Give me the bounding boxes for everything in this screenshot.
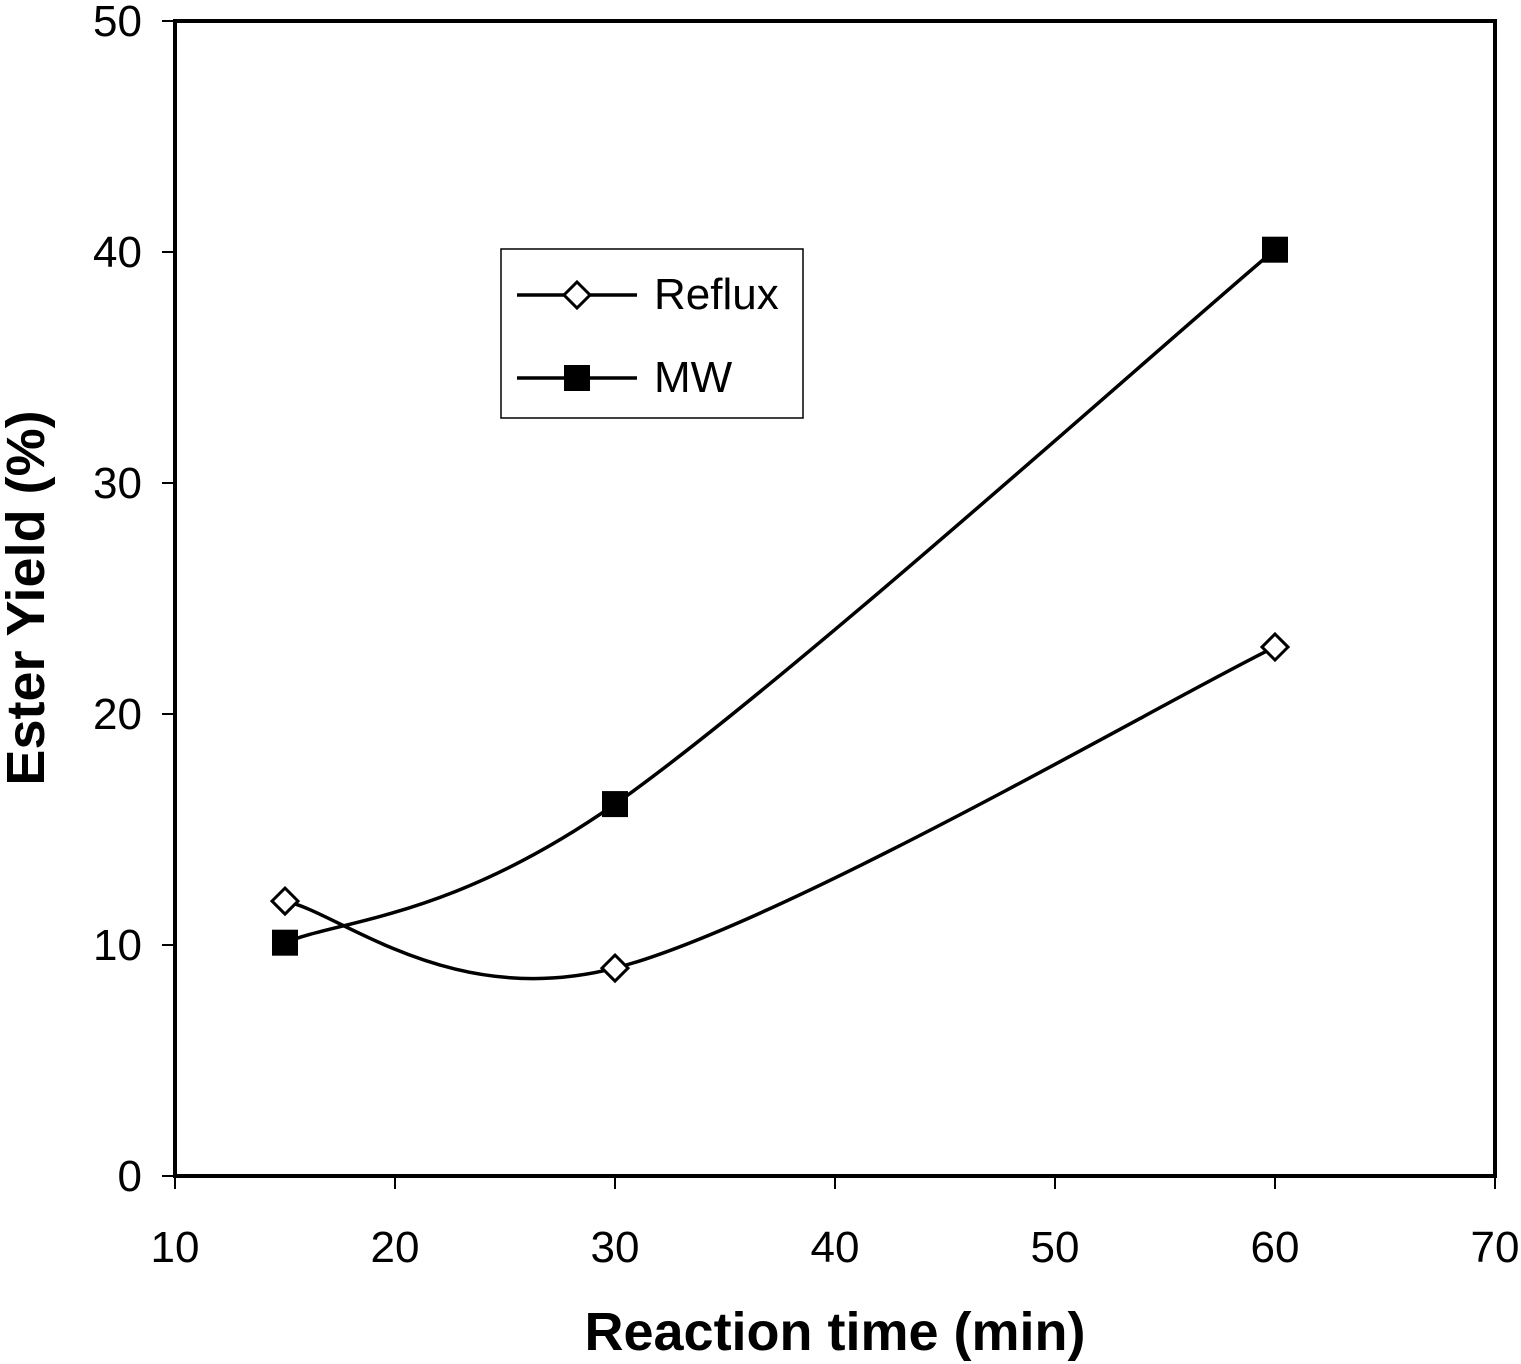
y-tick-label: 0 (118, 1152, 142, 1201)
series-layer (269, 236, 1291, 984)
data-point-reflux (599, 952, 631, 984)
x-tick-label: 30 (591, 1223, 640, 1272)
data-point-mw (1262, 236, 1288, 263)
legend-marker-reflux (561, 279, 593, 311)
y-tick-label: 40 (93, 228, 142, 277)
data-point-reflux (1259, 631, 1291, 663)
legend: Reflux MW (500, 248, 804, 419)
x-tick-label: 70 (1471, 1223, 1520, 1272)
x-tick-label: 60 (1251, 1223, 1300, 1272)
y-tick-label: 20 (93, 690, 142, 739)
x-axis-title: Reaction time (min) (584, 1302, 1085, 1362)
x-tick-label: 40 (811, 1223, 860, 1272)
x-tick-label: 50 (1031, 1223, 1080, 1272)
y-tick-label: 30 (93, 459, 142, 508)
y-axis-title: Ester Yield (%) (0, 410, 56, 785)
legend-label-reflux: Reflux (654, 270, 779, 319)
legend-box (500, 248, 804, 419)
plot-frame (173, 19, 1497, 1178)
x-tick-label: 20 (371, 1223, 420, 1272)
legend-label-mw: MW (654, 353, 733, 402)
legend-marker-mw (564, 365, 590, 391)
series-line-mw (284, 248, 1277, 945)
x-tick-label: 10 (151, 1223, 200, 1272)
series-line-reflux (284, 645, 1276, 981)
data-point-reflux (269, 885, 301, 917)
data-point-mw (272, 929, 298, 956)
y-tick-label: 10 (93, 921, 142, 970)
y-tick-label: 50 (93, 0, 142, 46)
data-point-mw (602, 791, 628, 818)
